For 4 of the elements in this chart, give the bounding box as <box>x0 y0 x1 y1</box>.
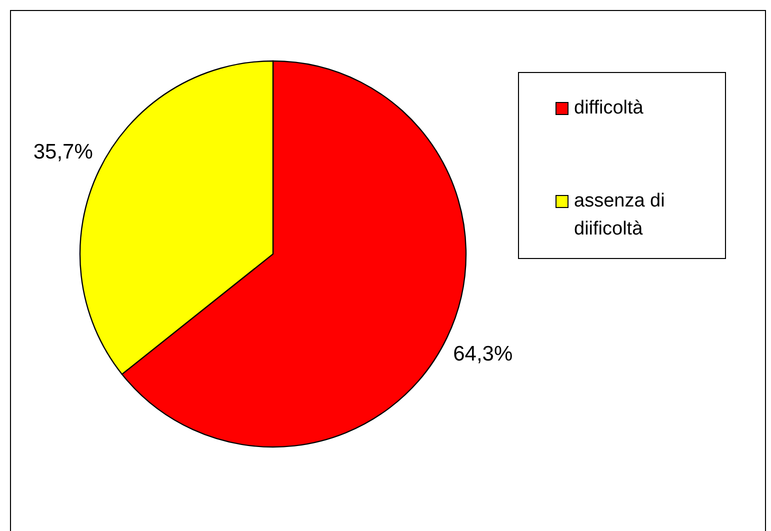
data-label: 35,7% <box>33 140 93 164</box>
legend-label: difficoltà <box>574 98 644 119</box>
legend-label: assenza di diificoltà <box>574 190 665 240</box>
data-label: 64,3% <box>453 342 513 366</box>
